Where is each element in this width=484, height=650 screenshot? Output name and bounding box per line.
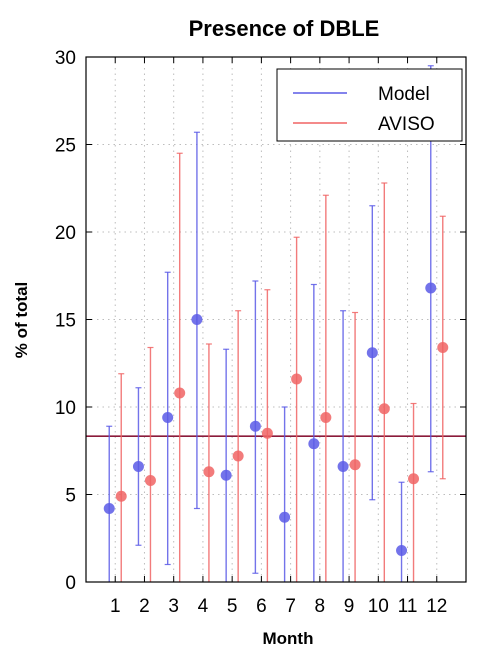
legend: Model AVISO xyxy=(276,68,463,142)
model-point xyxy=(396,545,408,556)
x-tick-label: 1 xyxy=(110,596,121,617)
legend-label-model: Model xyxy=(378,84,430,105)
aviso-point xyxy=(144,475,156,486)
x-tick-label: 9 xyxy=(344,596,355,617)
model-point xyxy=(162,412,174,423)
aviso-point xyxy=(291,373,303,385)
x-tick-label: 10 xyxy=(368,596,389,617)
x-tick-label: 6 xyxy=(256,596,267,617)
y-tick-label: 10 xyxy=(55,398,76,419)
aviso-point xyxy=(437,342,449,353)
y-tick-label: 5 xyxy=(65,486,76,507)
model-point xyxy=(425,282,437,294)
model-point xyxy=(191,314,203,325)
model-point xyxy=(220,469,232,481)
x-tick-label: 2 xyxy=(139,596,150,617)
x-tick-label: 7 xyxy=(285,596,296,617)
model-point xyxy=(337,461,349,472)
chart-title: Presence of DBLE xyxy=(189,16,380,41)
model-point xyxy=(366,347,378,359)
aviso-point xyxy=(408,473,420,485)
aviso-point xyxy=(174,387,186,399)
aviso-point xyxy=(320,412,332,423)
x-tick-label: 11 xyxy=(398,596,418,617)
y-axis-label: % of total xyxy=(12,282,31,359)
aviso-point xyxy=(203,466,215,478)
aviso-point xyxy=(378,403,390,415)
x-tick-label: 12 xyxy=(426,596,447,617)
model-point xyxy=(249,420,261,432)
x-tick-label: 3 xyxy=(168,596,179,617)
aviso-point xyxy=(349,459,361,471)
legend-label-aviso: AVISO xyxy=(378,114,435,135)
model-point xyxy=(132,461,144,472)
x-axis-label: Month xyxy=(263,629,314,648)
y-tick-label: 15 xyxy=(55,311,76,332)
y-tick-label: 0 xyxy=(65,573,76,594)
data-points xyxy=(103,282,449,556)
y-tick-label: 20 xyxy=(55,223,76,244)
x-tick-label: 8 xyxy=(315,596,326,617)
y-tick-label: 30 xyxy=(55,48,76,69)
x-tick-label: 4 xyxy=(198,596,209,617)
aviso-point xyxy=(261,427,273,439)
y-tick-label: 25 xyxy=(55,136,76,157)
model-point xyxy=(103,503,115,514)
model-point xyxy=(308,438,320,450)
aviso-point xyxy=(232,450,244,462)
x-tick-label: 5 xyxy=(227,596,238,617)
aviso-point xyxy=(115,490,127,502)
legend-box xyxy=(276,68,463,142)
model-point xyxy=(279,511,291,523)
error-bars xyxy=(106,65,446,582)
